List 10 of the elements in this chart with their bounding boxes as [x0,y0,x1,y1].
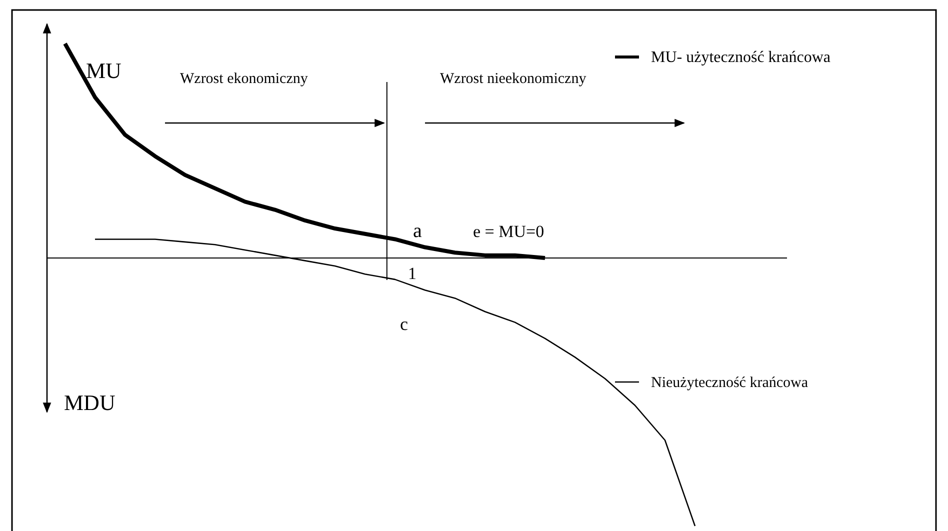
annotation: MDU [64,390,116,415]
legend-label: Nieużyteczność krańcowa [651,375,808,391]
annotation: Wzrost nieekonomiczny [440,71,587,87]
annotation: a [413,220,422,242]
annotation: 1 [408,264,416,283]
annotation: c [400,314,408,334]
legend-label: MU- użyteczność krańcowa [651,49,830,66]
annotation: MU [86,58,122,83]
annotation: Wzrost ekonomiczny [180,71,308,87]
annotation: e = MU=0 [473,222,544,241]
